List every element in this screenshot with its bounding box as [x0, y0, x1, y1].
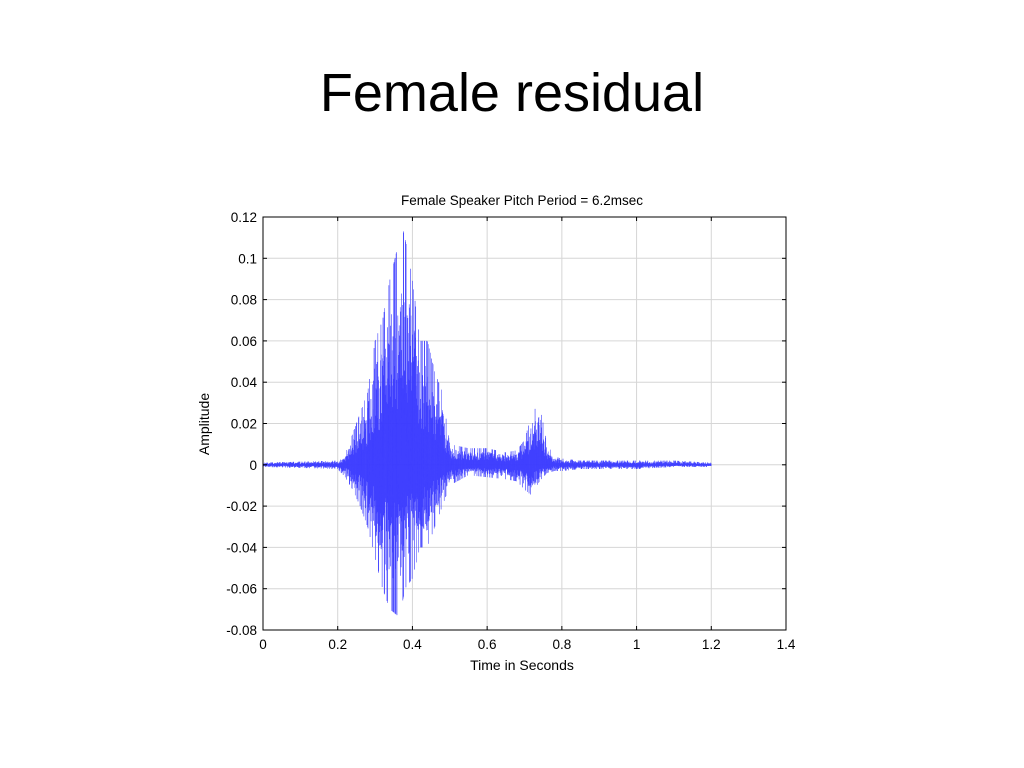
- y-tick-label: 0.02: [231, 417, 257, 432]
- y-tick-label: 0.1: [238, 251, 257, 266]
- y-tick-label: -0.08: [226, 623, 257, 638]
- x-axis-label: Time in Seconds: [470, 657, 574, 673]
- y-tick-label: 0.12: [231, 210, 257, 225]
- y-tick-label: -0.04: [226, 540, 257, 555]
- x-tick-label: 0.4: [403, 637, 422, 652]
- x-tick-label: 1: [633, 637, 641, 652]
- grid-layer: [262, 216, 787, 631]
- y-tick-label: 0: [249, 458, 257, 473]
- y-tick-label: 0.06: [231, 334, 257, 349]
- slide-title: Female residual: [319, 63, 705, 123]
- y-tick-label: -0.06: [226, 582, 257, 597]
- tick-layer: 0 0.2 0.4 0.6 0.8 1 1.2 1.4 0.12 0.1 0.08 0.06 0.04 0…: [226, 210, 796, 652]
- y-tick-label: -0.02: [226, 499, 257, 514]
- signal-series-line: [262, 231, 712, 616]
- x-tick-label: 0: [259, 637, 267, 652]
- x-tick-label: 0.2: [328, 637, 347, 652]
- y-axis-label: Amplitude: [196, 393, 212, 455]
- x-tick-label: 0.8: [552, 637, 571, 652]
- x-tick-label: 0.6: [478, 637, 497, 652]
- signal-layer: [262, 231, 712, 616]
- x-tick-label: 1.4: [777, 637, 796, 652]
- x-tick-label: 1.2: [702, 637, 721, 652]
- y-tick-label: 0.08: [231, 293, 257, 308]
- y-tick-label: 0.04: [231, 375, 258, 390]
- chart-title: Female Speaker Pitch Period = 6.2msec: [401, 193, 643, 208]
